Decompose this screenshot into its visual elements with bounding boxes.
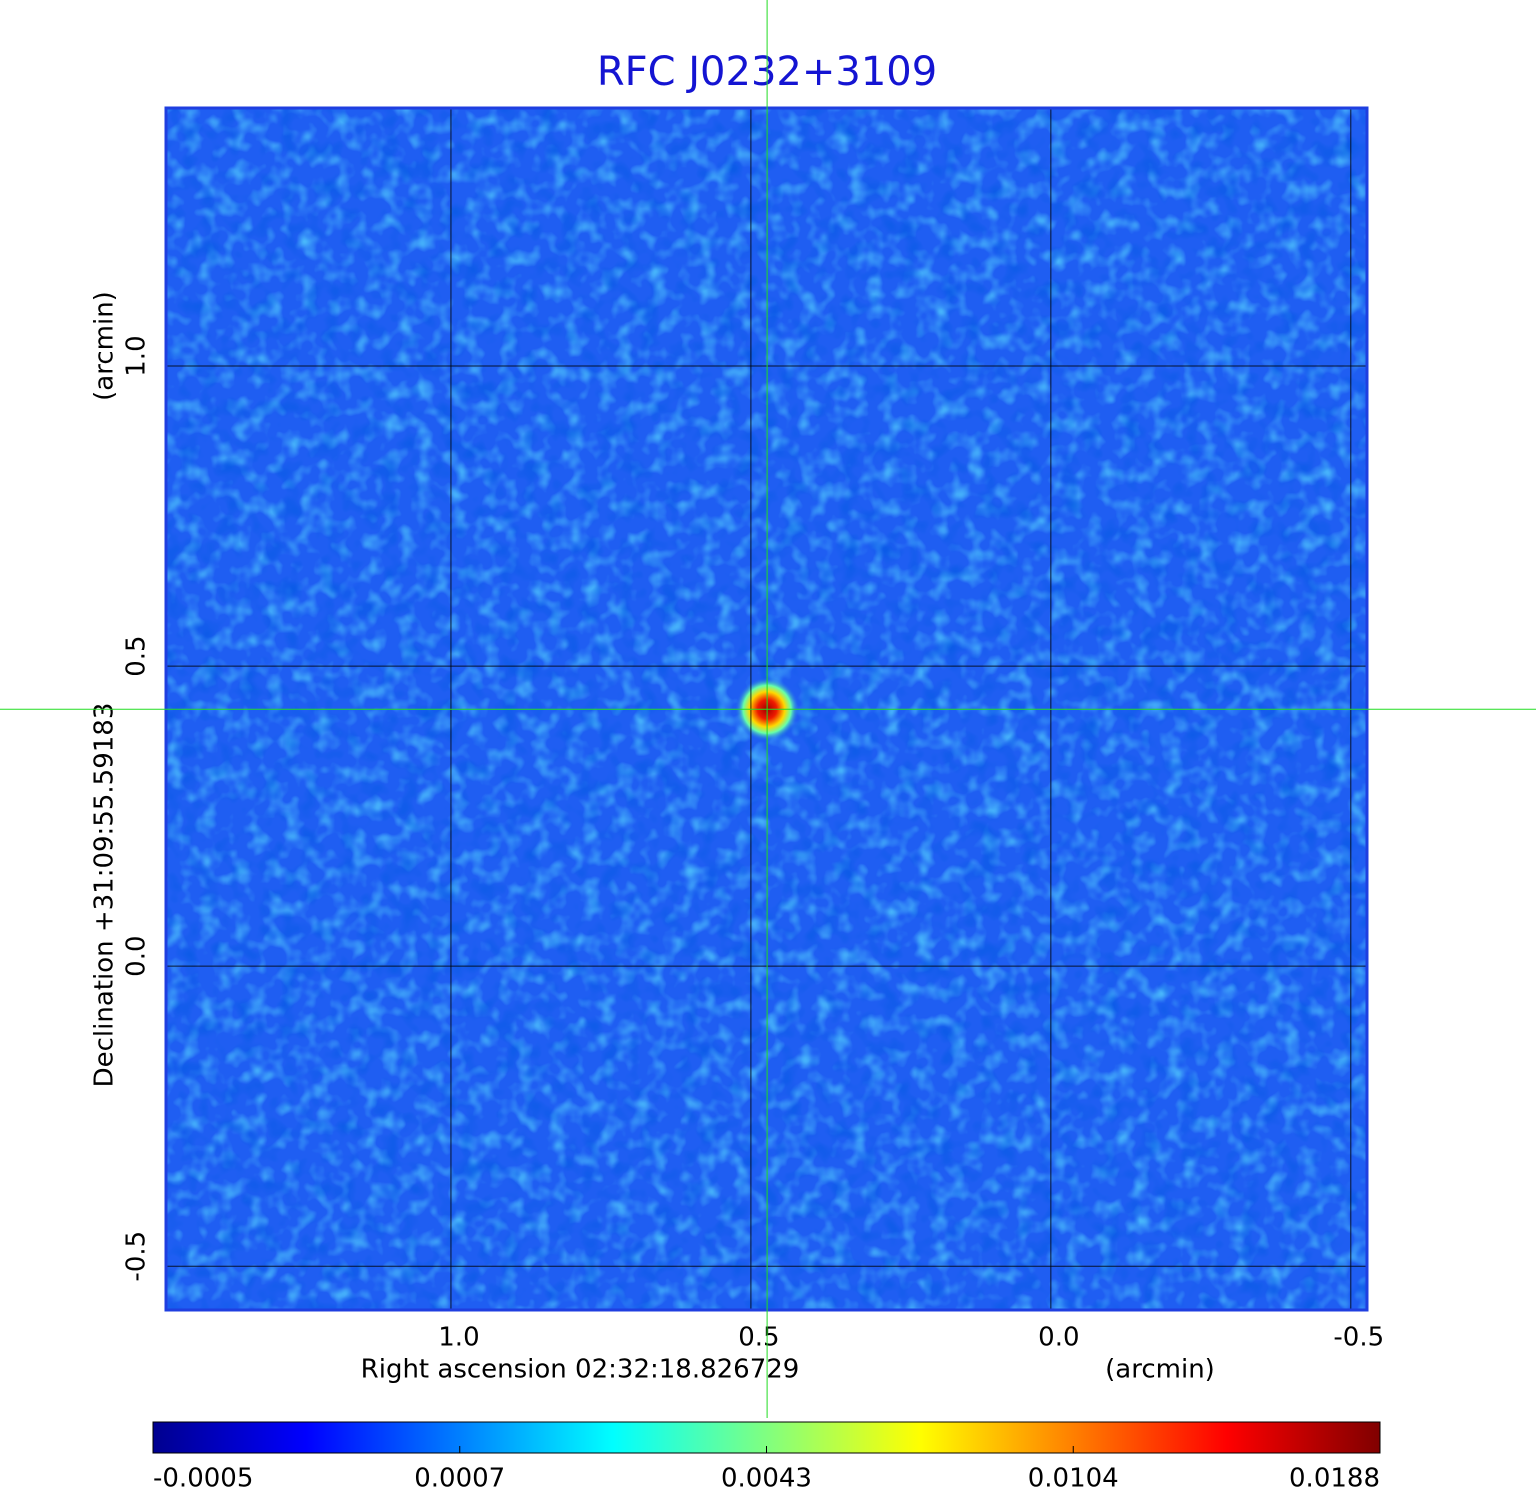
x-axis-unit: (arcmin) (1105, 1355, 1215, 1385)
colorbar-tick-label: 0.0043 (721, 1464, 812, 1494)
colorbar-tick-label: 0.0104 (1028, 1464, 1119, 1494)
x-tick-label: 0.5 (738, 1323, 779, 1353)
y-tick-label: 1.0 (122, 335, 152, 376)
x-tick-label: 1.0 (438, 1323, 479, 1353)
y-axis-unit: (arcmin) (90, 291, 120, 401)
x-tick-label: 0.0 (1038, 1323, 1079, 1353)
y-axis-label: Declination +31:09:55.59183 (90, 703, 120, 1088)
y-tick-label: 0.5 (122, 635, 152, 676)
colorbar-tick-label: -0.0005 (153, 1464, 253, 1494)
colorbar-tick-label: 0.0007 (414, 1464, 505, 1494)
y-tick-label: 0.0 (122, 935, 152, 976)
x-axis-label: Right ascension 02:32:18.826729 (361, 1355, 800, 1385)
x-tick-label: -0.5 (1333, 1323, 1384, 1353)
y-tick-label: -0.5 (122, 1231, 152, 1282)
colorbar-tick-label: 0.0188 (1289, 1464, 1380, 1494)
